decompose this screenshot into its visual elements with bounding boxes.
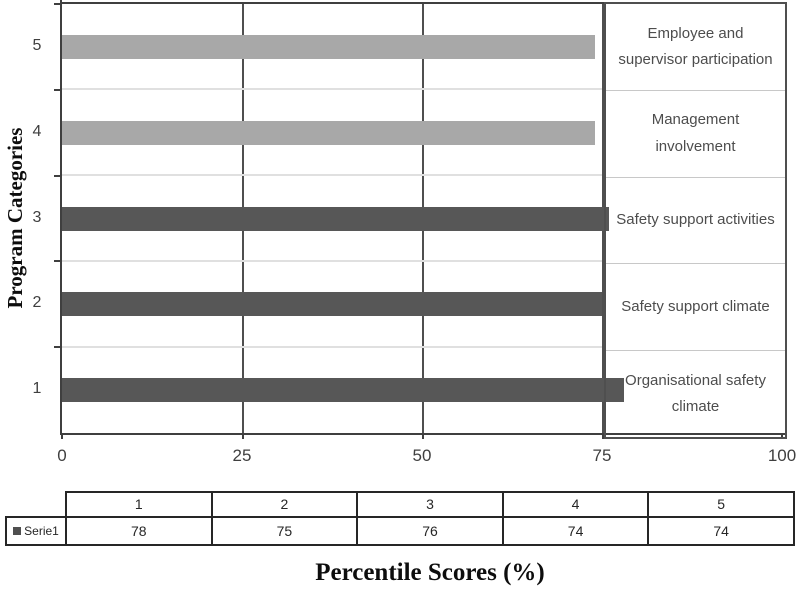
- y-axis-tick: [54, 260, 61, 262]
- x-axis-title: Percentile Scores (%): [315, 559, 545, 586]
- category-description-panel: Employee and supervisor participation Ma…: [604, 2, 787, 439]
- x-axis-tick: [602, 433, 604, 439]
- y-axis-title: Program Categories: [3, 127, 27, 309]
- y-axis-tick: [54, 175, 61, 177]
- bar-category-3: [62, 206, 610, 231]
- bar-category-2: [62, 292, 602, 317]
- x-tick-label-50: 50: [412, 446, 432, 465]
- table-header-cell: 5: [647, 493, 793, 516]
- table-header-cell: 4: [501, 493, 648, 516]
- series-label: Serie1: [24, 524, 59, 538]
- category-label-1: 1: [32, 380, 42, 397]
- bar-category-4: [62, 120, 595, 145]
- x-axis-tick: [422, 433, 424, 439]
- side-label-safety-support-activities: Safety support activities: [606, 176, 785, 264]
- x-axis-tick: [781, 433, 783, 439]
- category-label-4: 4: [32, 123, 42, 140]
- x-axis-tick: [242, 433, 244, 439]
- x-tick-label-100: 100: [767, 446, 797, 465]
- table-value-cell: 78: [131, 523, 147, 539]
- series-label-cell: Serie1: [7, 518, 67, 544]
- category-separator-line: [62, 174, 602, 176]
- table-value-cell: 75: [210, 518, 357, 544]
- y-axis-tick: [54, 3, 61, 5]
- data-table-value-row: Serie1 78 75 76 74 74: [5, 516, 795, 546]
- side-label-safety-support-climate: Safety support climate: [606, 263, 785, 350]
- y-axis-tick: [54, 346, 61, 348]
- table-header-cell: 3: [356, 493, 502, 516]
- category-label-5: 5: [32, 37, 42, 54]
- y-axis-line: [60, 0, 62, 435]
- data-table-header-row: 1 2 3 4 5: [65, 491, 795, 518]
- bar-category-5: [62, 34, 595, 59]
- side-label-management-involvement: Management involvement: [606, 89, 785, 177]
- x-axis-tick: [61, 433, 63, 439]
- x-tick-label-0: 0: [57, 446, 67, 465]
- plot-top-border: [60, 2, 787, 4]
- category-separator-line: [62, 88, 602, 90]
- bar-category-1: [62, 378, 624, 403]
- table-header-cell: 2: [210, 493, 357, 516]
- side-label-organisational-safety-climate: Organisational safety climate: [606, 350, 785, 437]
- x-tick-label-25: 25: [232, 446, 252, 465]
- category-separator-line: [62, 346, 602, 348]
- table-value-cell: 76: [356, 518, 502, 544]
- plot-area: [62, 4, 782, 433]
- y-axis-tick: [54, 89, 61, 91]
- series-legend-marker-icon: [13, 527, 22, 535]
- table-header-cell: 1: [134, 496, 143, 512]
- table-value-cell: 74: [501, 518, 648, 544]
- category-label-3: 3: [32, 209, 42, 226]
- category-separator-line: [62, 260, 602, 262]
- category-label-2: 2: [32, 294, 42, 311]
- x-tick-label-75: 75: [592, 446, 612, 465]
- side-label-employee-supervisor-participation: Employee and supervisor participation: [618, 24, 773, 68]
- table-value-cell: 74: [647, 518, 793, 544]
